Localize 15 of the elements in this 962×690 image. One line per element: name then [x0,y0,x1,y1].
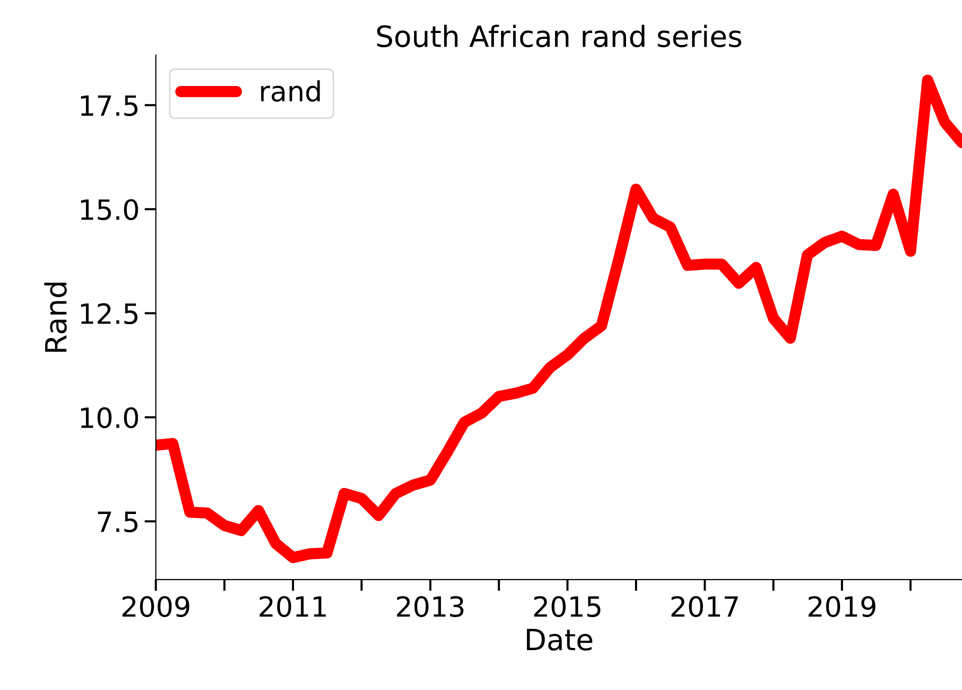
x-tick-label: 2011 [260,596,326,618]
x-axis-title: Date [526,628,592,651]
y-tick-label: 17.5 [81,95,138,116]
y-tick-label: 7.5 [98,512,138,532]
x-tick-label: 2009 [122,596,190,618]
y-tick-label: 15.0 [81,199,138,220]
legend-label: rand [261,80,320,102]
x-tick-label: 2017 [671,596,738,618]
y-axis-title: Rand [44,282,67,352]
y-tick-label: 10.0 [81,407,138,428]
x-tick-label: 2013 [397,596,464,618]
x-tick-label: 2019 [808,596,876,618]
y-tick-label: 12.5 [81,303,138,324]
x-tick-label: 2015 [534,596,600,618]
chart-title: South African rand series [377,24,742,48]
